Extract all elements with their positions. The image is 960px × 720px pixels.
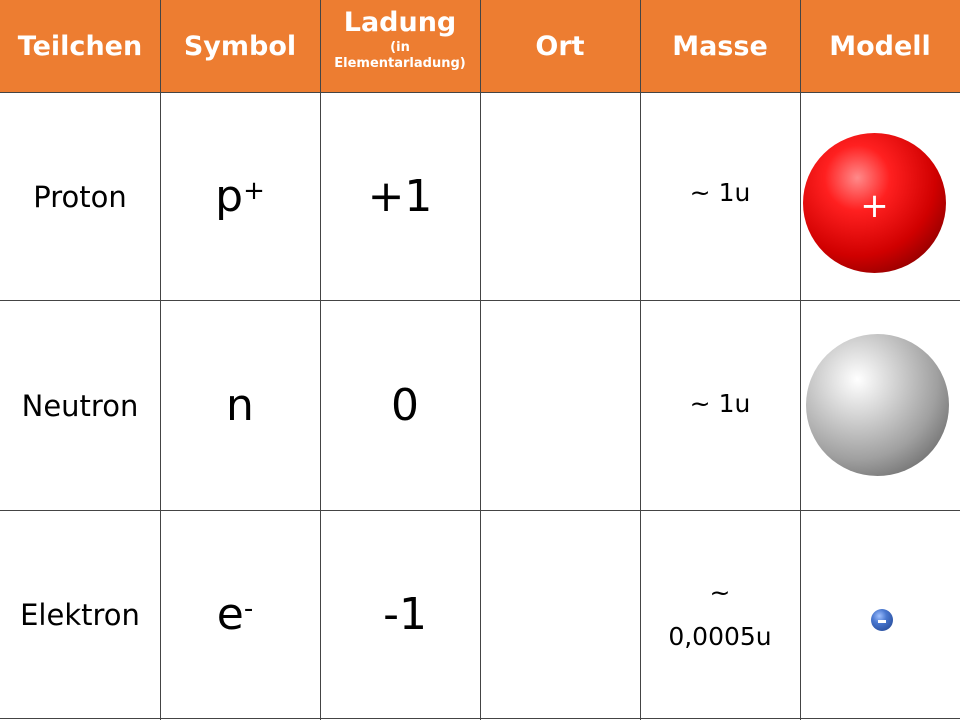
header-symbol: Symbol <box>160 0 320 92</box>
header-label: Modell <box>829 30 931 62</box>
divider <box>800 0 801 720</box>
plus-icon: + <box>860 186 889 226</box>
divider <box>480 0 481 720</box>
divider <box>0 300 960 301</box>
electron-model-sphere <box>871 609 893 631</box>
particle-name: Proton <box>33 179 127 214</box>
header-modell: Modell <box>800 0 960 92</box>
proton-model-sphere: + <box>803 133 946 273</box>
header-label: Symbol <box>183 30 297 62</box>
header-label: Ort <box>535 30 585 62</box>
particle-name: Neutron <box>21 388 139 423</box>
particle-charge: 0 <box>391 380 419 431</box>
header-masse: Masse <box>640 0 800 92</box>
particle-mass: ~ 0,0005u <box>640 511 800 718</box>
mass-line: 0,0005u <box>668 621 772 651</box>
header-label: Ladung <box>343 7 457 38</box>
divider <box>640 0 641 720</box>
particle-mass: ~ 1u <box>689 388 751 418</box>
neutron-model-sphere <box>806 334 949 476</box>
particle-symbol: e- <box>155 511 315 718</box>
header-ladung: Ladung (in Elementarladung) <box>320 0 480 92</box>
symbol-letter: p <box>215 171 244 222</box>
header-teilchen: Teilchen <box>0 0 160 92</box>
symbol-charge: - <box>243 593 254 624</box>
symbol-charge: + <box>243 175 265 206</box>
particle-mass: ~ 1u <box>689 178 751 207</box>
symbol-letter: e <box>216 589 244 640</box>
divider <box>0 718 960 719</box>
symbol-letter: n <box>226 380 254 431</box>
header-label: Teilchen <box>17 30 143 62</box>
divider <box>160 0 161 720</box>
particle-symbol: n <box>160 301 320 510</box>
particle-charge: -1 <box>383 589 427 640</box>
header-label: Masse <box>672 30 768 62</box>
minus-icon <box>878 620 886 623</box>
header-ort: Ort <box>480 0 640 92</box>
particle-symbol: p + <box>160 93 320 300</box>
divider <box>0 510 960 511</box>
header-sublabel: (in Elementarladung) <box>334 40 466 71</box>
particle-name: Elektron <box>20 597 140 632</box>
divider <box>320 0 321 720</box>
particle-charge: +1 <box>367 171 433 222</box>
mass-line: ~ <box>709 577 731 607</box>
divider <box>0 92 960 93</box>
